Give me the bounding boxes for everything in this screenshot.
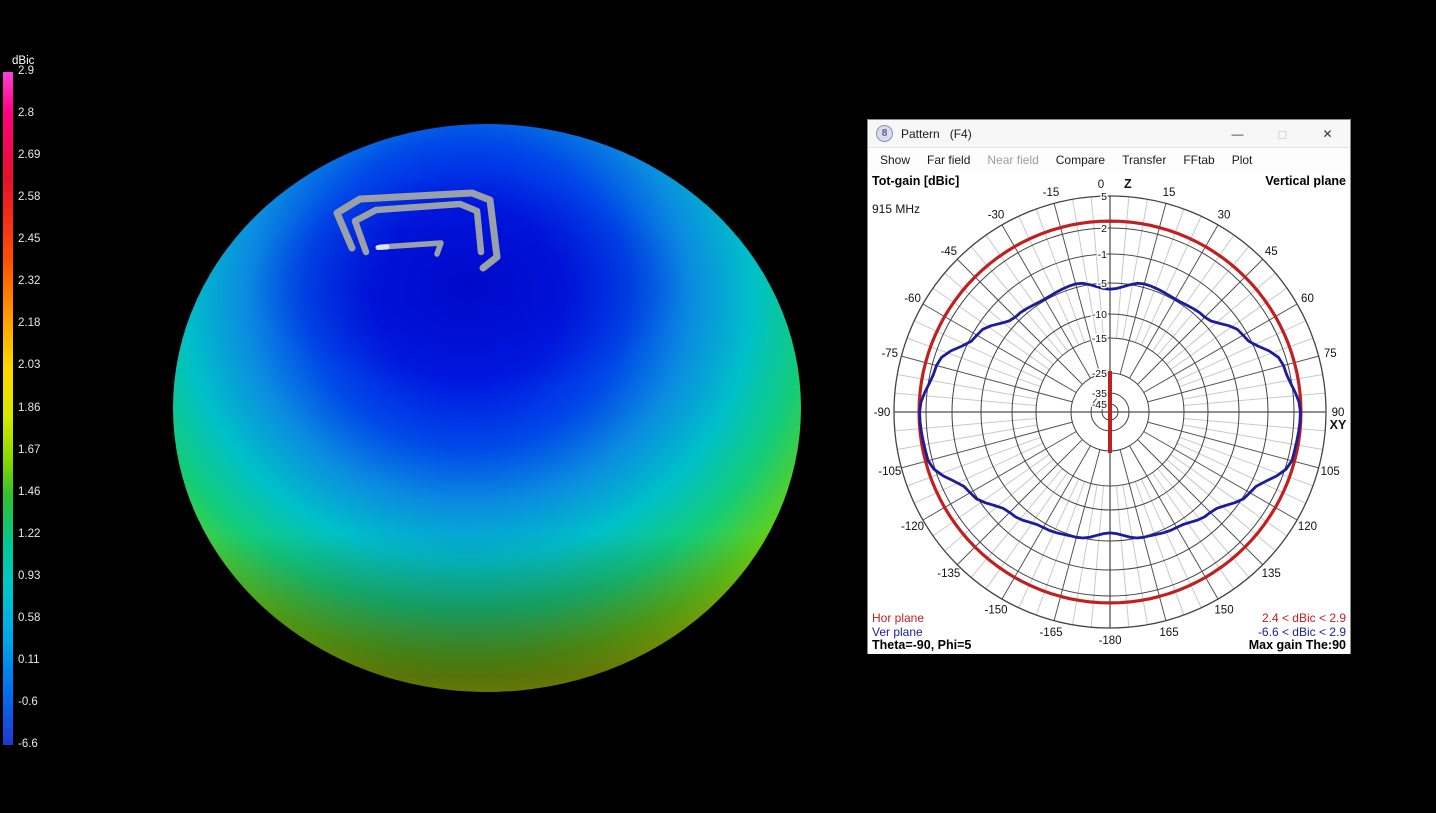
radiation-pattern-3d[interactable] <box>173 124 801 692</box>
svg-text:150: 150 <box>1214 604 1233 616</box>
colorbar-tick: 2.8 <box>18 107 34 120</box>
colorbar-tick: 2.45 <box>18 233 41 246</box>
hor-range-label: 2.4 < dBic < 2.9 <box>1261 611 1346 625</box>
svg-text:120: 120 <box>1298 521 1317 533</box>
svg-text:105: 105 <box>1321 466 1340 478</box>
svg-text:-60: -60 <box>904 293 921 305</box>
svg-text:5: 5 <box>1101 191 1107 203</box>
svg-text:165: 165 <box>1159 627 1178 639</box>
colorbar-tick: 2.9 <box>18 65 34 77</box>
pattern-window: 8 Pattern (F4) — ◻ ✕ Show Far field Near… <box>868 120 1350 654</box>
svg-text:75: 75 <box>1324 348 1337 360</box>
ver-range-label: -6.6 < dBic < 2.9 <box>1257 625 1346 639</box>
svg-text:-120: -120 <box>901 521 924 533</box>
colorbar-tick: 2.58 <box>18 191 41 204</box>
menu-item-show[interactable]: Show <box>880 152 911 167</box>
colorbar-tick: 1.67 <box>18 443 41 456</box>
svg-text:-15: -15 <box>1092 333 1107 345</box>
plot-title: Tot-gain [dBic] <box>872 174 960 188</box>
svg-text:-135: -135 <box>937 568 960 580</box>
svg-text:Z: Z <box>1124 177 1132 191</box>
cursor-readout: Theta=-90, Phi=5 <box>872 638 972 652</box>
colorbar-tick: 2.69 <box>18 149 41 162</box>
svg-text:60: 60 <box>1301 293 1314 305</box>
svg-text:-150: -150 <box>984 604 1007 616</box>
colorbar: dBic 2.9 2.8 2.69 2.58 2.45 2.32 2.18 2.03 1.86 1… <box>0 50 70 770</box>
svg-text:90: 90 <box>1332 407 1345 419</box>
frequency-label: 915 MHz <box>872 202 921 216</box>
colorbar-tick: 1.22 <box>18 527 41 540</box>
svg-text:XY: XY <box>1330 418 1347 432</box>
svg-text:15: 15 <box>1163 187 1176 199</box>
svg-text:-75: -75 <box>881 348 898 360</box>
colorbar-tick: 1.86 <box>18 401 41 414</box>
ver-plane-legend: Ver plane <box>872 625 923 639</box>
hor-plane-legend: Hor plane <box>872 611 925 625</box>
colorbar-title: dBic <box>12 55 35 67</box>
minimize-button[interactable]: — <box>1231 126 1244 141</box>
app-icon: 8 <box>876 125 893 142</box>
colorbar-tick: 2.03 <box>18 359 41 372</box>
plot-area: 5 2 -1 -5 -10 -15 -25 -35 -45 0 15 30 45 60 75 90 105 120… <box>868 171 1350 654</box>
colorbar-tick: 1.46 <box>18 485 41 498</box>
maximize-button[interactable]: ◻ <box>1277 126 1288 141</box>
svg-text:-180: -180 <box>1098 635 1121 647</box>
svg-text:-165: -165 <box>1039 627 1062 639</box>
plane-label: Vertical plane <box>1265 174 1346 188</box>
svg-text:-105: -105 <box>878 466 901 478</box>
colorbar-tick: 2.18 <box>18 317 41 330</box>
colorbar-tick: 0.93 <box>18 569 41 582</box>
colorbar-tick: 0.11 <box>18 653 40 666</box>
close-button[interactable]: ✕ <box>1322 126 1333 141</box>
window-titlebar: 8 Pattern (F4) — ◻ ✕ <box>868 120 1350 148</box>
svg-text:-15: -15 <box>1043 187 1060 199</box>
svg-text:30: 30 <box>1218 210 1231 222</box>
svg-text:-35: -35 <box>1092 388 1107 400</box>
menu-item-transfer[interactable]: Transfer <box>1122 152 1167 167</box>
colorbar-gradient <box>3 72 13 745</box>
colorbar-tick: 2.32 <box>18 275 41 288</box>
svg-text:-5: -5 <box>1098 278 1107 290</box>
svg-text:2: 2 <box>1101 223 1107 235</box>
window-title: Pattern <box>901 126 940 141</box>
menu-item-compare[interactable]: Compare <box>1055 152 1106 167</box>
window-controls: — ◻ ✕ <box>1215 120 1350 147</box>
svg-text:-45: -45 <box>940 246 957 258</box>
colorbar-tick: -0.6 <box>18 695 38 708</box>
svg-text:-30: -30 <box>988 210 1005 222</box>
menu-bar: Show Far field Near field Compare Transf… <box>868 148 1350 171</box>
menu-item-fftab[interactable]: FFtab <box>1183 152 1215 167</box>
svg-text:-25: -25 <box>1092 368 1107 380</box>
svg-text:-45: -45 <box>1092 399 1107 411</box>
svg-text:45: 45 <box>1265 246 1278 258</box>
window-title-shortcut: (F4) <box>949 126 972 141</box>
antenna-model <box>333 189 501 272</box>
polar-plot-svg: 52-1-5-10-15-25-35-450153045607590105120… <box>874 177 1347 647</box>
svg-text:-90: -90 <box>874 407 891 419</box>
svg-text:-10: -10 <box>1092 309 1107 321</box>
svg-text:0: 0 <box>1098 179 1104 191</box>
svg-text:-1: -1 <box>1098 249 1107 261</box>
menu-item-far-field[interactable]: Far field <box>927 152 971 167</box>
menu-item-near-field: Near field <box>987 152 1039 167</box>
colorbar-tick: 0.58 <box>18 611 41 624</box>
svg-text:135: 135 <box>1262 568 1281 580</box>
max-gain-label: Max gain The:90 <box>1248 638 1346 652</box>
menu-item-plot[interactable]: Plot <box>1231 152 1253 167</box>
colorbar-tick: -6.6 <box>18 738 38 750</box>
